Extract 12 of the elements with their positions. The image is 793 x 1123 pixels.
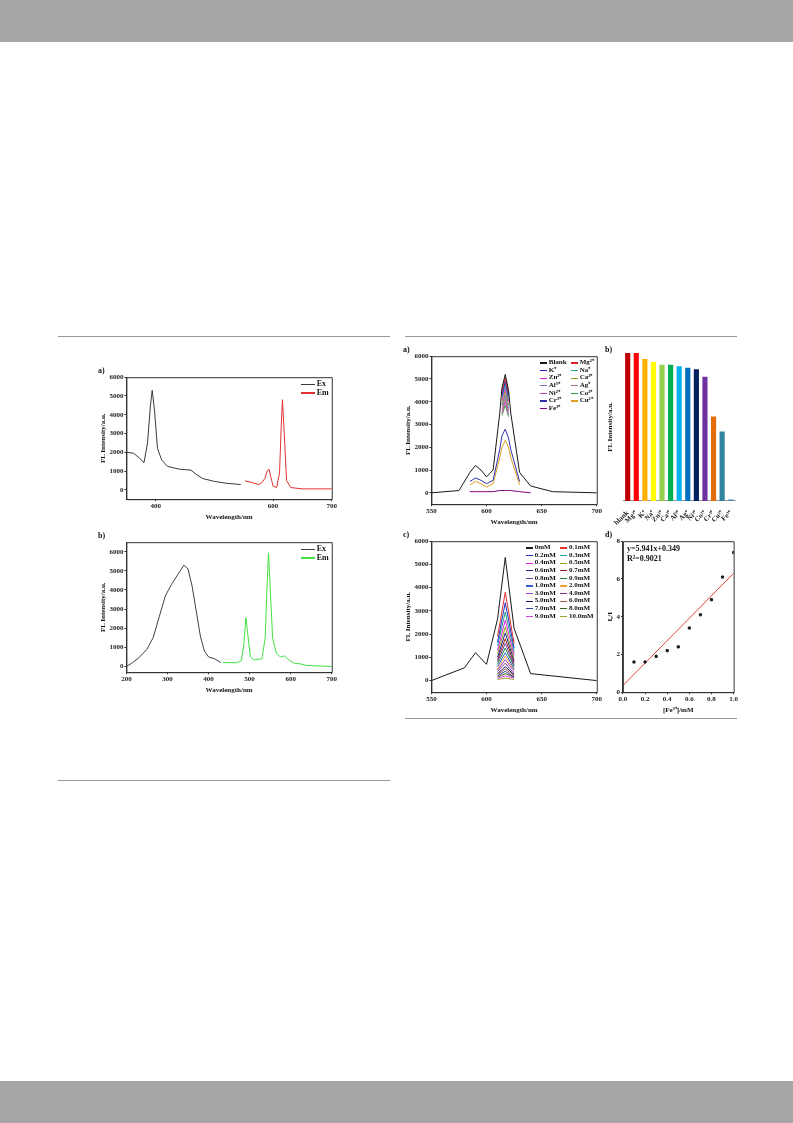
chart-title: a) [403,345,410,354]
chart-title: a) [98,366,105,375]
legend-label: Ex [316,379,327,389]
chart-title: d) [605,530,613,539]
annotation: y=5.941x+0.349 [626,544,681,554]
chart-title: b) [605,345,613,354]
chart-title: c) [403,530,410,539]
chart-title: b) [98,531,106,540]
legend-label: Em [316,552,329,563]
legend-label: Em [316,387,329,398]
legend-label: Ex [316,544,327,554]
annotation: R²=0.9021 [626,554,662,564]
